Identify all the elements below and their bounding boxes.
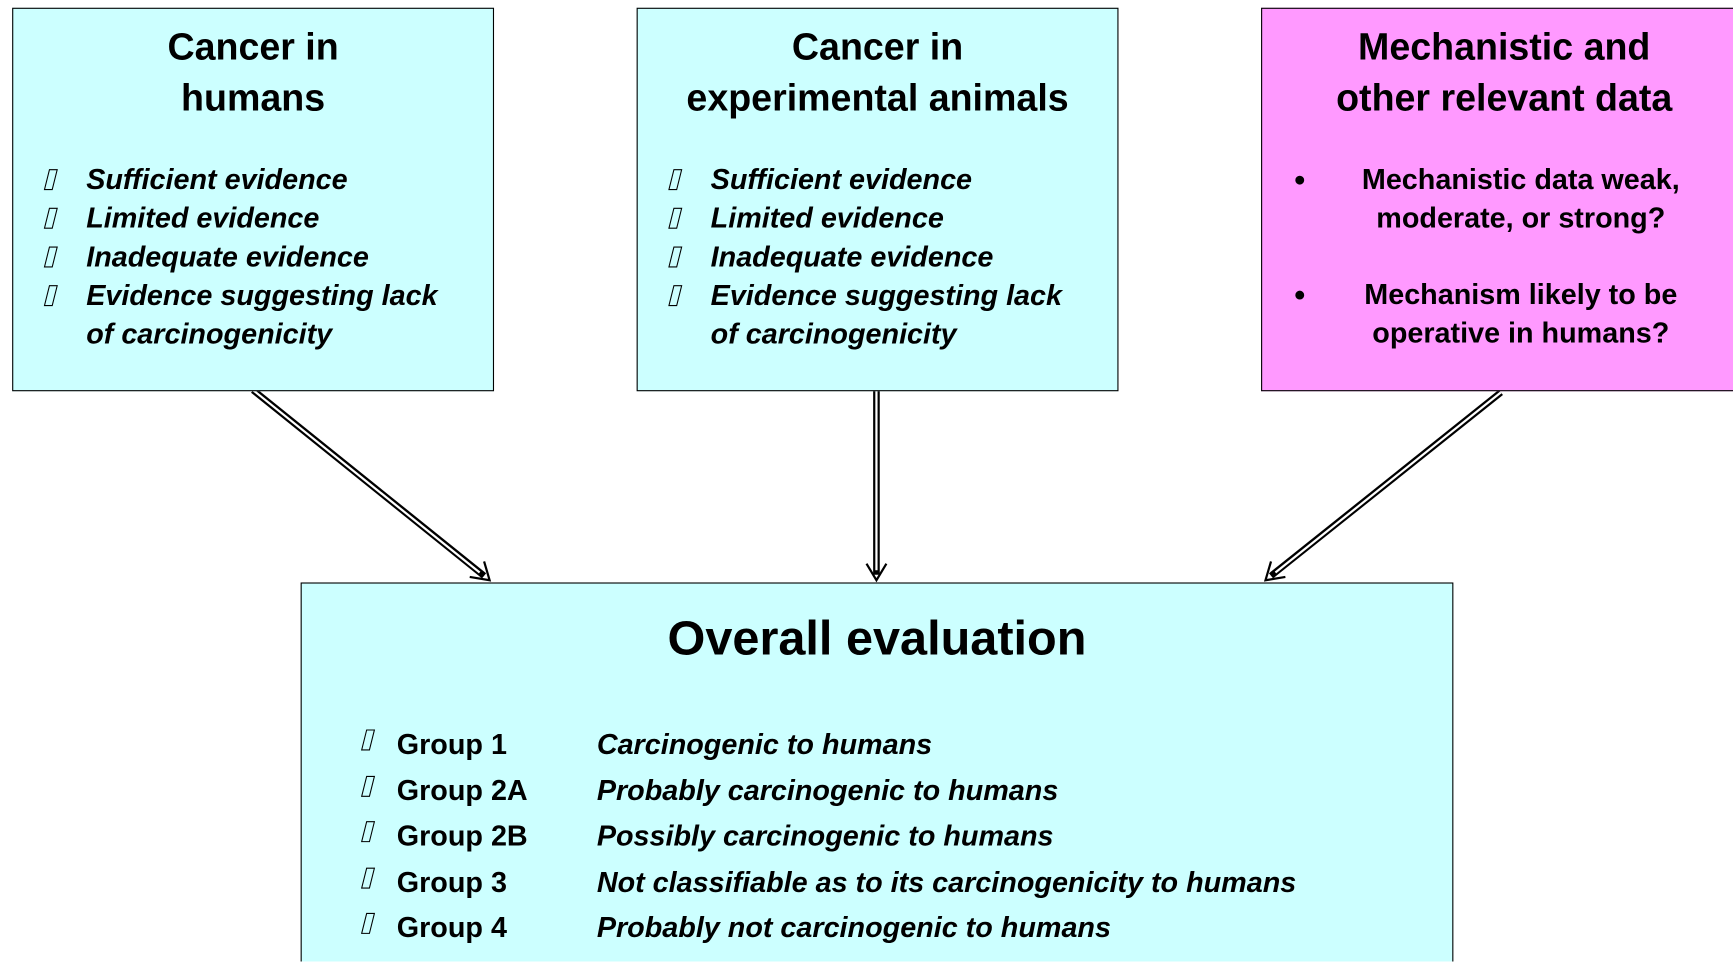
group-name: Group 2B xyxy=(396,818,528,853)
group-name: Group 3 xyxy=(396,864,507,898)
group-row: Group 3 Not classifiable as to its carcin… xyxy=(302,858,1453,904)
bullet xyxy=(668,246,683,268)
group-list: Group 1 Carcinogenic to humans Group 2A Pro… xyxy=(302,721,1453,950)
box-title: Mechanistic and other relevant data xyxy=(1336,26,1673,120)
item-text: Evidence suggesting lack of carcinogenic… xyxy=(86,278,438,351)
group-name: Group 4 xyxy=(396,910,507,944)
item-text: Sufficient evidence xyxy=(710,162,973,196)
group-description: Not classifiable as to its carcinogenici… xyxy=(596,864,1297,898)
item-text: Mechanistic data weak, moderate, or stro… xyxy=(1361,162,1680,235)
group-row: Group 2A Probably carcinogenic to humans xyxy=(302,766,1453,812)
bullet xyxy=(1295,290,1305,300)
arrow xyxy=(251,387,492,582)
list-item: Inadequate evidence xyxy=(13,238,493,277)
bullet xyxy=(361,821,376,843)
list-item: Sufficient evidence xyxy=(638,160,1118,199)
item-text: Inadequate evidence xyxy=(710,239,994,273)
source-box: Mechanistic and other relevant data Mecha… xyxy=(1261,7,1733,392)
source-box: Cancer in experimental animals Sufficient… xyxy=(636,7,1119,392)
bullet xyxy=(361,912,376,934)
bullet xyxy=(361,729,376,751)
arrow xyxy=(865,390,888,583)
bullet xyxy=(361,775,376,797)
bullet xyxy=(43,285,58,307)
item-text: Limited evidence xyxy=(710,201,944,235)
item-text: Limited evidence xyxy=(86,201,320,235)
group-name: Group 2A xyxy=(396,773,528,807)
source-box: Cancer in humans Sufficient evidence Limit… xyxy=(12,7,495,392)
list-item: Mechanistic data weak, moderate, or stro… xyxy=(1262,160,1733,237)
list-item: Limited evidence xyxy=(638,199,1118,238)
box-title: Cancer in experimental animals xyxy=(686,26,1069,120)
overall-title: Overall evaluation xyxy=(667,611,1087,666)
overall-box: Overall evaluation Group 1 Carcinogenic to… xyxy=(300,582,1454,962)
item-list: Sufficient evidence Limited evidence Inade… xyxy=(638,160,1118,353)
bullet xyxy=(1295,175,1305,185)
list-item: Limited evidence xyxy=(13,199,493,238)
list-item: Mechanism likely to be operative in huma… xyxy=(1262,275,1733,352)
list-item: Evidence suggesting lack of carcinogenic… xyxy=(13,276,493,353)
group-row: Group 2B Possibly carcinogenic to humans xyxy=(302,812,1453,858)
list-item: Inadequate evidence xyxy=(638,238,1118,277)
group-row: Group 4 Probably not carcinogenic to huma… xyxy=(302,904,1453,950)
group-description: Carcinogenic to humans xyxy=(596,727,933,761)
item-list: Mechanistic data weak, moderate, or stro… xyxy=(1262,160,1733,390)
item-text: Inadequate evidence xyxy=(86,239,369,273)
group-description: Possibly carcinogenic to humans xyxy=(596,818,1054,853)
group-description: Probably not carcinogenic to humans xyxy=(596,910,1111,944)
arrow xyxy=(1263,389,1503,582)
list-item: Sufficient evidence xyxy=(13,160,493,199)
bullet xyxy=(43,207,58,229)
item-text: Mechanism likely to be operative in huma… xyxy=(1364,277,1678,350)
bullet xyxy=(668,285,683,307)
bullet xyxy=(361,867,376,889)
box-title: Cancer in humans xyxy=(167,26,339,120)
list-item: Evidence suggesting lack of carcinogenic… xyxy=(638,276,1118,353)
group-row: Group 1 Carcinogenic to humans xyxy=(302,721,1453,767)
item-list: Sufficient evidence Limited evidence Inade… xyxy=(13,160,493,353)
group-name: Group 1 xyxy=(396,727,507,761)
bullet xyxy=(43,169,58,191)
bullet xyxy=(668,207,683,229)
group-description: Probably carcinogenic to humans xyxy=(596,773,1059,807)
item-text: Sufficient evidence xyxy=(86,162,348,196)
bullet xyxy=(43,246,58,268)
bullet xyxy=(668,169,683,191)
item-text: Evidence suggesting lack of carcinogenic… xyxy=(710,278,1063,351)
